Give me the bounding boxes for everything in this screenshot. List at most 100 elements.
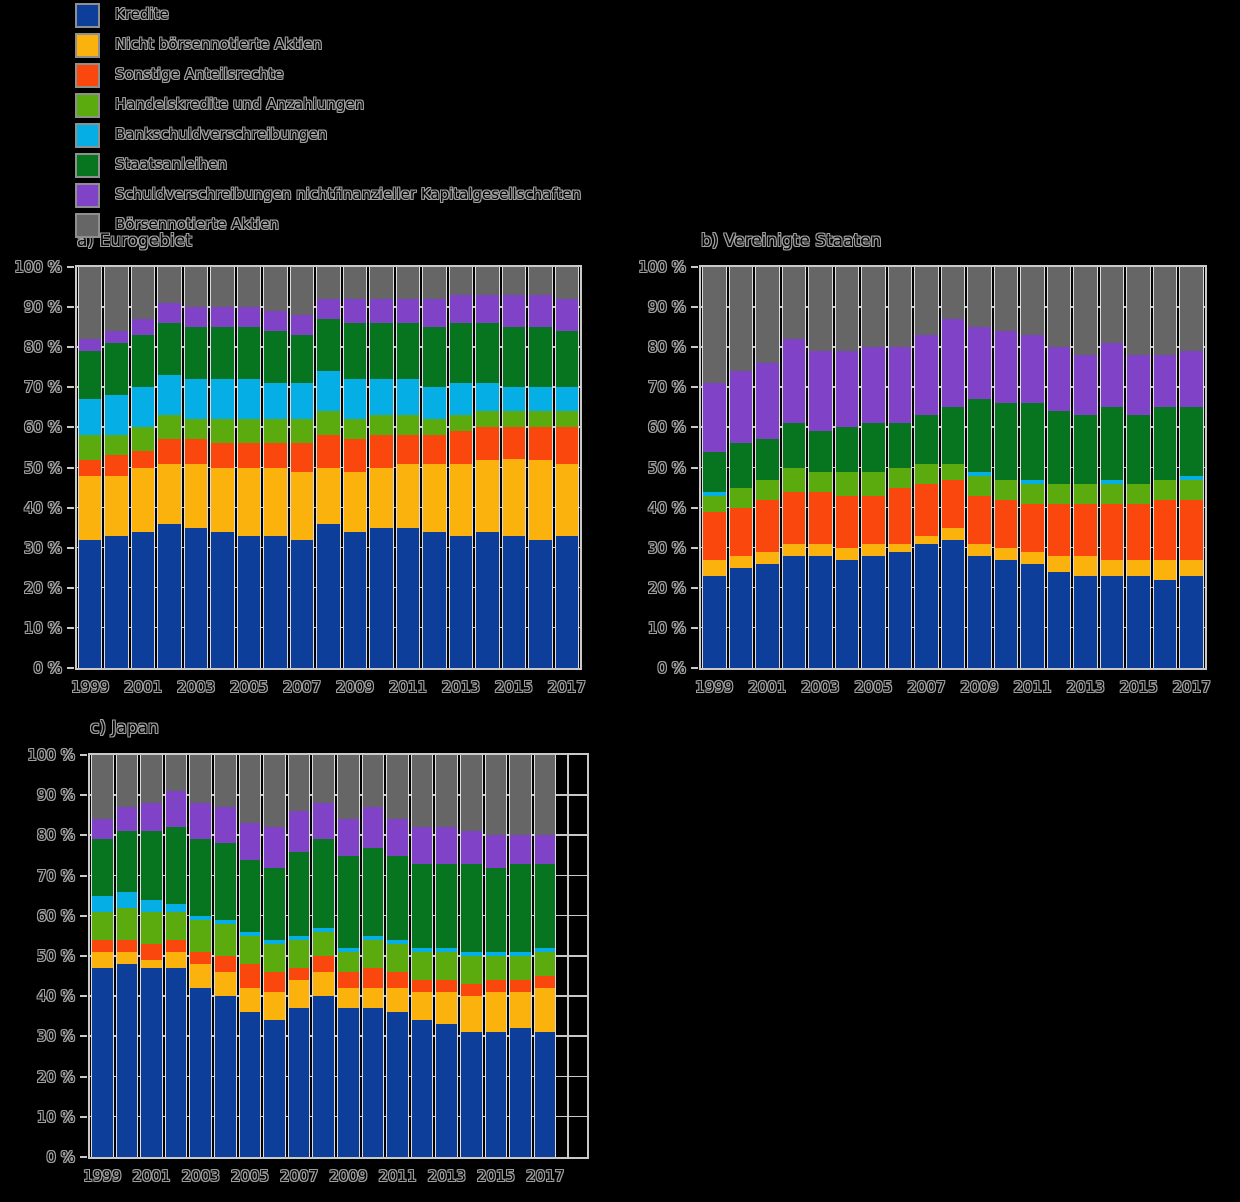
- bar-segment: [288, 811, 310, 852]
- y-axis-tick: [80, 1035, 87, 1038]
- y-axis-label: 50 %: [23, 458, 62, 477]
- bar-segment: [1127, 483, 1150, 504]
- bar-segment: [338, 952, 359, 973]
- bar-segment: [729, 507, 753, 556]
- legend-label: Nicht börsennotierte Aktien: [115, 35, 322, 53]
- bar-segment: [387, 943, 408, 973]
- bar-segment: [105, 267, 128, 332]
- y-axis-tick: [80, 754, 87, 756]
- y-axis-tick: [80, 1156, 87, 1158]
- bar-segment: [461, 952, 482, 957]
- bar-segment: [105, 331, 128, 344]
- bar-segment: [968, 555, 991, 668]
- bar-segment: [703, 511, 726, 560]
- bar-segment: [555, 427, 578, 464]
- bar-segment: [729, 487, 753, 508]
- bar-segment: [105, 395, 128, 436]
- bar-segment: [288, 968, 310, 981]
- bar-segment: [290, 471, 314, 540]
- bar-segment: [313, 927, 335, 932]
- x-axis-label: 2001: [748, 678, 787, 696]
- bar-segment: [116, 831, 138, 892]
- bar-segment: [502, 535, 526, 668]
- x-axis-label: 1999: [695, 678, 734, 696]
- x-axis-label: 2001: [132, 1167, 171, 1185]
- bar-segment: [968, 543, 991, 556]
- bar-segment: [264, 943, 285, 973]
- x-axis-label: 2011: [378, 1167, 417, 1185]
- bar-eurogebiet-2006: [263, 267, 288, 668]
- bar-segment: [237, 267, 261, 308]
- bar-segment: [184, 463, 208, 528]
- bar-eurogebiet-2014: [475, 267, 500, 668]
- y-axis-tick: [67, 306, 74, 309]
- bar-segment: [343, 419, 367, 440]
- y-axis-label: 100 %: [638, 258, 686, 276]
- bar-segment: [529, 411, 552, 428]
- bar-segment: [131, 427, 155, 452]
- bar-segment: [411, 827, 433, 864]
- y-axis-label: 10 %: [23, 618, 62, 637]
- bar-segment: [941, 539, 965, 668]
- bar-segment: [1074, 555, 1097, 576]
- bar-segment: [1100, 575, 1124, 668]
- bar-segment: [190, 803, 211, 840]
- bar-segment: [288, 755, 310, 812]
- bar-segment: [264, 827, 285, 868]
- bar-segment: [502, 427, 526, 460]
- bar-segment: [941, 527, 965, 540]
- bar-segment: [888, 347, 912, 424]
- y-axis-label: 40 %: [23, 498, 62, 517]
- bar-segment: [510, 755, 531, 836]
- bar-segment: [211, 419, 234, 444]
- x-axis-label: 2003: [181, 1167, 220, 1185]
- bar-segment: [237, 419, 261, 444]
- bar-segment: [782, 555, 806, 668]
- y-axis-tick: [67, 506, 74, 509]
- bar-vereinigte-staaten-2011: [1020, 267, 1045, 668]
- bar-segment: [915, 415, 938, 464]
- bar-vereinigte-staaten-2000: [728, 267, 754, 668]
- bar-segment: [534, 1032, 556, 1157]
- x-axis-label: 2017: [526, 1167, 565, 1185]
- bar-segment: [1021, 267, 1044, 336]
- bar-segment: [396, 435, 420, 464]
- y-axis-label: 70 %: [23, 378, 62, 397]
- bar-segment: [1100, 559, 1124, 576]
- bar-segment: [313, 996, 335, 1157]
- bar-segment: [116, 964, 138, 1157]
- bar-segment: [534, 976, 556, 989]
- bar-segment: [79, 475, 102, 540]
- y-axis-tick: [80, 874, 87, 877]
- bar-segment: [476, 383, 499, 412]
- bar-segment: [92, 895, 113, 912]
- bar-segment: [994, 267, 1018, 332]
- bar-segment: [239, 988, 261, 1013]
- bar-segment: [1047, 571, 1071, 668]
- bar-segment: [411, 952, 433, 981]
- bar-segment: [555, 535, 578, 668]
- bar-segment: [756, 363, 779, 440]
- bar-segment: [116, 755, 138, 808]
- bar-segment: [290, 539, 314, 668]
- bar-segment: [215, 843, 236, 920]
- bar-segment: [362, 807, 384, 848]
- bar-segment: [1074, 415, 1097, 484]
- bar-segment: [510, 952, 531, 957]
- bar-segment: [555, 387, 578, 412]
- legend-label: Handelskredite und Anzahlungen: [115, 95, 365, 113]
- bar-segment: [809, 491, 832, 544]
- legend-label: Staatsanleihen: [115, 155, 227, 173]
- bar-segment: [941, 463, 965, 480]
- bar-segment: [79, 539, 102, 668]
- y-axis-tick: [80, 794, 87, 797]
- y-axis-label: 90 %: [36, 786, 75, 805]
- bar-segment: [92, 839, 113, 896]
- y-axis-tick: [691, 626, 698, 629]
- y-axis-label: 80 %: [23, 338, 62, 357]
- bar-segment: [79, 459, 102, 476]
- bar-vereinigte-staaten-2006: [887, 267, 913, 668]
- y-axis-label: 0 %: [46, 1148, 75, 1166]
- bar-segment: [756, 479, 779, 500]
- bar-segment: [338, 855, 359, 948]
